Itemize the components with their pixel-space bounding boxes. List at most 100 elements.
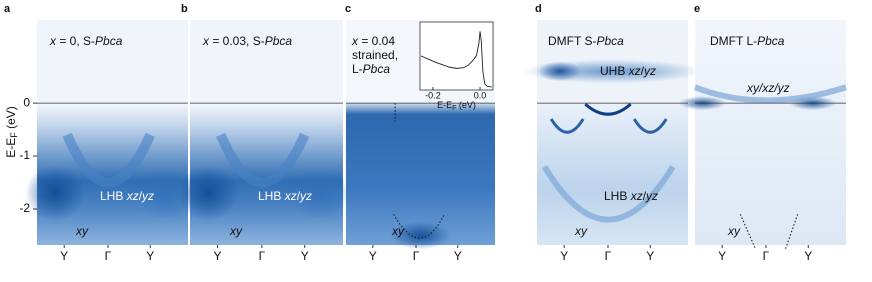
label-part: / xyxy=(641,64,645,78)
label-part: E-E xyxy=(437,100,452,110)
label-part: Pbca xyxy=(265,34,293,48)
label-part: Pbca xyxy=(596,34,624,48)
y-axis-label: E-EF (eV) xyxy=(4,106,19,158)
dispersion xyxy=(785,214,799,249)
k-label: Y xyxy=(560,249,568,263)
label: LHB xz/yz xyxy=(100,189,154,203)
label-part: xy xyxy=(75,224,89,238)
inset-xlabel: E-EF (eV) xyxy=(437,100,476,111)
k-label: Y xyxy=(214,249,222,263)
image-bg xyxy=(695,20,846,245)
label: xy xyxy=(75,224,89,238)
inset-spectrum xyxy=(420,31,492,88)
label: xy xyxy=(229,224,243,238)
label-part: = 0.03, S- xyxy=(209,34,265,48)
label-part: yz xyxy=(645,189,658,203)
band xyxy=(549,118,585,134)
label-part: yz xyxy=(141,189,154,203)
label-part: xy/xz/yz xyxy=(746,81,790,95)
band xyxy=(25,165,86,222)
panel-letter: e xyxy=(694,3,700,15)
label-part: L- xyxy=(352,62,363,76)
label: strained, xyxy=(352,48,398,62)
label-part: x xyxy=(202,34,210,48)
label-part: x xyxy=(351,34,359,48)
band xyxy=(541,165,676,223)
label-part: Pbca xyxy=(757,34,785,48)
spectral-image xyxy=(678,20,847,249)
label-part: xy xyxy=(391,224,405,238)
label-part: yz xyxy=(643,64,656,78)
label-part: xy xyxy=(727,224,741,238)
label-part: yz xyxy=(299,189,312,203)
label-part: xy xyxy=(229,224,243,238)
k-label: Y xyxy=(646,249,654,263)
label-part: LHB xyxy=(100,189,127,203)
label: x = 0.04 xyxy=(351,34,395,48)
band xyxy=(537,61,582,82)
k-label: Y xyxy=(718,249,726,263)
label-part: = 0.04 xyxy=(358,34,395,48)
k-label: Γ xyxy=(605,249,612,263)
label-part: xz xyxy=(628,64,641,78)
spectral-image xyxy=(25,20,196,245)
label: DMFT L-Pbca xyxy=(710,34,785,48)
inset-tick-label: 0.0 xyxy=(474,90,487,100)
k-label: Y xyxy=(146,249,154,263)
panel-letter: b xyxy=(181,3,188,15)
label-part: DMFT S- xyxy=(548,34,596,48)
label-part: xz xyxy=(126,189,139,203)
spectral-image xyxy=(521,20,704,245)
label-sub: F xyxy=(9,132,19,138)
y-tick-label: -1 xyxy=(19,148,30,162)
label: xy/xz/yz xyxy=(746,81,790,95)
label: UHB xz/yz xyxy=(600,64,656,78)
label-part: xy xyxy=(574,224,588,238)
label-part: Pbca xyxy=(95,34,123,48)
label: DMFT S-Pbca xyxy=(548,34,624,48)
label-part: Pbca xyxy=(363,62,391,76)
k-label: Y xyxy=(454,249,462,263)
label-text: E-E xyxy=(4,138,18,158)
panel-letter: a xyxy=(4,3,11,15)
label: LHB xz/yz xyxy=(604,189,658,203)
band xyxy=(693,84,847,104)
label-part: / xyxy=(643,189,647,203)
label-part: xz xyxy=(630,189,643,203)
band xyxy=(178,165,239,222)
panel-letter: d xyxy=(535,3,542,15)
k-label: Y xyxy=(60,249,68,263)
k-label: Γ xyxy=(413,249,420,263)
spectral-image xyxy=(178,20,351,245)
label: x = 0.03, S-Pbca xyxy=(202,34,292,48)
label-part: xz xyxy=(284,189,297,203)
label-part: x xyxy=(49,34,57,48)
band xyxy=(135,167,196,220)
k-label: Γ xyxy=(105,249,112,263)
label-part: strained, xyxy=(352,48,398,62)
k-label: Γ xyxy=(259,249,266,263)
panel-letter: c xyxy=(345,3,351,15)
k-label: Γ xyxy=(763,249,770,263)
label-part: UHB xyxy=(600,64,629,78)
y-tick-label: -2 xyxy=(19,201,30,215)
label-part: / xyxy=(139,189,143,203)
band xyxy=(62,132,155,188)
k-label: Y xyxy=(369,249,377,263)
dispersion xyxy=(739,214,756,249)
image-bg xyxy=(37,20,188,104)
label-part: F xyxy=(452,105,456,112)
band xyxy=(290,167,351,220)
label-part: LHB xyxy=(604,189,631,203)
inset-frame xyxy=(419,21,494,91)
label-part: / xyxy=(297,189,301,203)
inset-tick-label: -0.2 xyxy=(425,90,441,100)
label: xy xyxy=(727,224,741,238)
k-label: Y xyxy=(804,249,812,263)
label-part: (eV) xyxy=(456,100,476,110)
label: L-Pbca xyxy=(352,62,390,76)
k-label: Y xyxy=(301,249,309,263)
label-part: = 0, S- xyxy=(56,34,95,48)
label: xy xyxy=(574,224,588,238)
